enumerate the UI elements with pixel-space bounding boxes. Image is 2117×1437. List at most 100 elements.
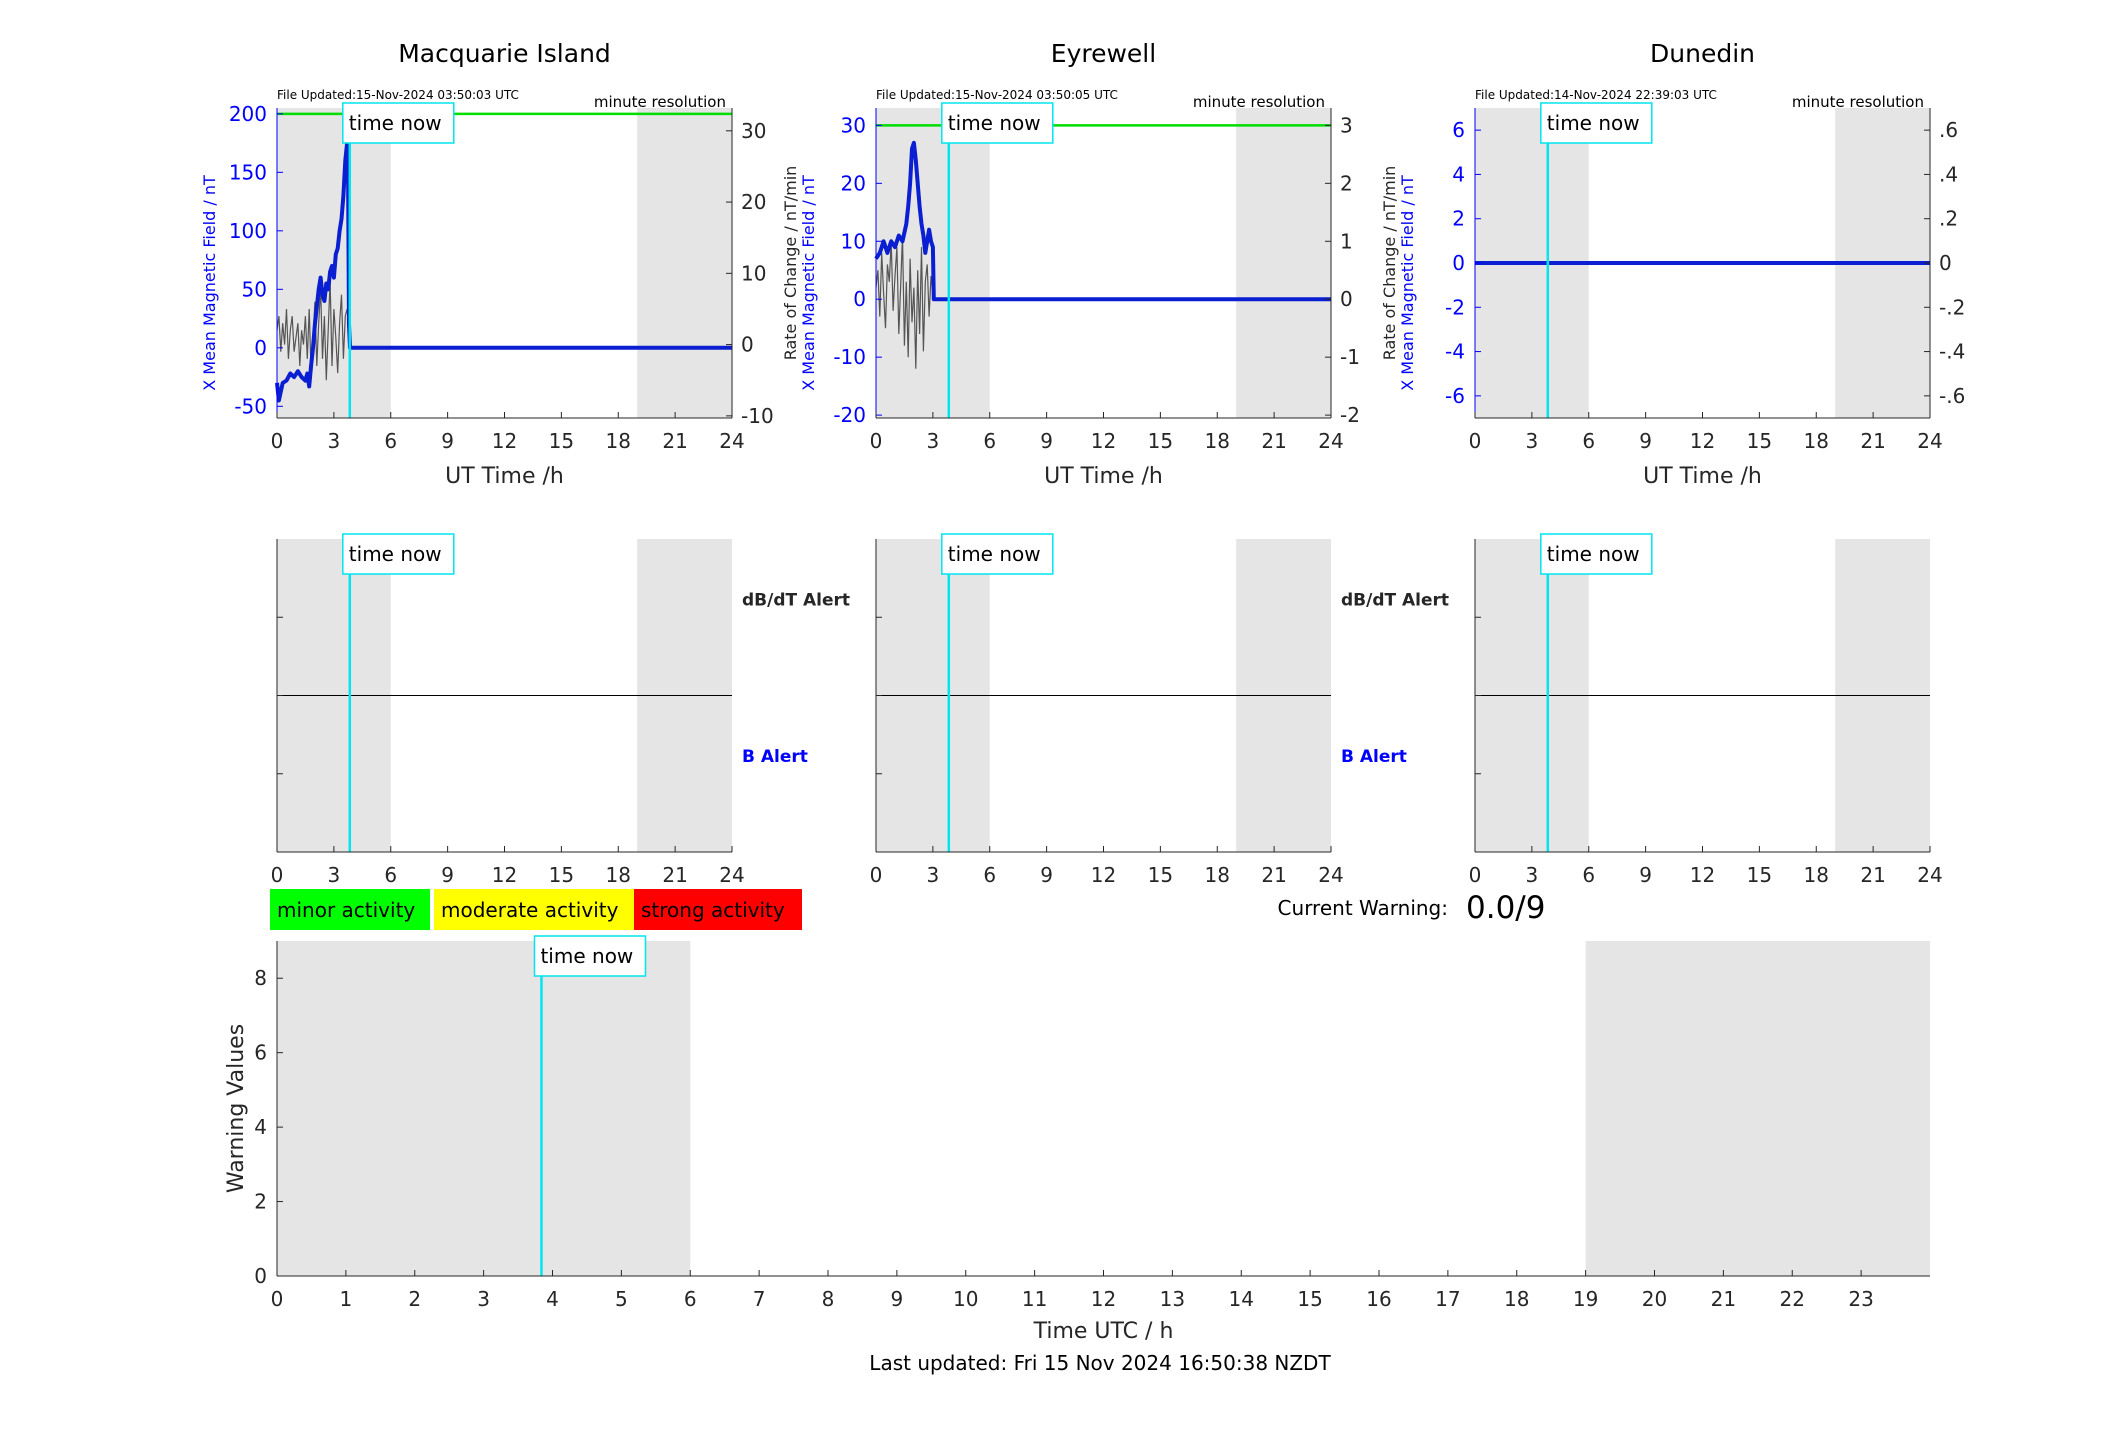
alert-panel-3-x-tick-label: 15 xyxy=(1747,863,1772,887)
warning-panel-x-tick-label: 13 xyxy=(1160,1287,1185,1311)
legend-label-3: strong activity xyxy=(641,898,785,922)
panel-1-night-shading xyxy=(637,108,732,418)
panel-1-y2-tick-label: 10 xyxy=(741,261,766,285)
warning-panel-x-label: Time UTC / h xyxy=(1033,1319,1174,1344)
panel-2-title: Eyrewell xyxy=(1051,39,1156,68)
panel-1-x-tick-label: 18 xyxy=(606,429,631,453)
panel-2-y-tick-label: -20 xyxy=(833,403,866,427)
panel-2-x-tick-label: 24 xyxy=(1318,429,1343,453)
panel-3-x-tick-label: 24 xyxy=(1917,429,1942,453)
panel-3-y2-tick-label: -.4 xyxy=(1939,340,1965,364)
panel-2-x-tick-label: 3 xyxy=(927,429,940,453)
panel-2-y-tick-label: 30 xyxy=(841,113,866,137)
panel-2-y-label: X Mean Magnetic Field / nT xyxy=(799,175,818,391)
current-warning-value: 0.0/9 xyxy=(1466,890,1545,926)
panel-1-file-updated: File Updated:15-Nov-2024 03:50:03 UTC xyxy=(277,88,519,102)
current-warning-label: Current Warning: xyxy=(1278,896,1448,920)
panel-3-y2-tick-label: .4 xyxy=(1939,162,1958,186)
panel-2-y2-tick-label: 1 xyxy=(1340,229,1353,253)
panel-1-y2-tick-label: 30 xyxy=(741,119,766,143)
panel-3-x-tick-label: 18 xyxy=(1804,429,1829,453)
panel-1-x-tick-label: 0 xyxy=(271,429,284,453)
panel-1-time-now-label: time now xyxy=(349,111,442,135)
alert-panel-1-x-tick-label: 24 xyxy=(719,863,744,887)
panel-3-y2-tick-label: .6 xyxy=(1939,118,1958,142)
alert-panel-1-x-tick-label: 9 xyxy=(441,863,454,887)
alert-panel-3-x-tick-label: 9 xyxy=(1639,863,1652,887)
warning-panel-x-tick-label: 16 xyxy=(1366,1287,1391,1311)
panel-2-y2-tick-label: 2 xyxy=(1340,171,1353,195)
panel-2-x-label: UT Time /h xyxy=(1044,464,1163,489)
panel-2-y2-tick-label: 3 xyxy=(1340,113,1353,137)
legend-swatch-1 xyxy=(270,889,430,930)
alert-panel-3-x-tick-label: 24 xyxy=(1917,863,1942,887)
panel-2-x-tick-label: 21 xyxy=(1261,429,1286,453)
warning-panel-x-tick-label: 21 xyxy=(1711,1287,1736,1311)
alert-panel-1-x-tick-label: 21 xyxy=(662,863,687,887)
alert-panel-2-x-tick-label: 21 xyxy=(1261,863,1286,887)
warning-panel-x-tick-label: 23 xyxy=(1848,1287,1873,1311)
panel-1-y2-tick-label: -10 xyxy=(741,404,774,428)
alert-panel-2-time-now-label: time now xyxy=(948,542,1041,566)
warning-panel-y-label: Warning Values xyxy=(224,1024,249,1193)
alert-panel-1-x-tick-label: 6 xyxy=(384,863,397,887)
alert-panel-2-time-now-box xyxy=(941,533,1054,575)
warning-panel-x-tick-label: 3 xyxy=(477,1287,490,1311)
warning-panel-x-tick-label: 15 xyxy=(1297,1287,1322,1311)
warning-panel-y-tick-label: 6 xyxy=(254,1041,267,1065)
panel-1-y2-tick-label: 20 xyxy=(741,190,766,214)
panel-1-time-now-box xyxy=(342,102,455,144)
panel-3-y2-tick-label: .2 xyxy=(1939,207,1958,231)
legend-swatch-2 xyxy=(434,889,634,930)
warning-panel-x-tick-label: 18 xyxy=(1504,1287,1529,1311)
warning-panel-x-tick-label: 17 xyxy=(1435,1287,1460,1311)
alert-panel-1-x-tick-label: 12 xyxy=(492,863,517,887)
panel-1-x-tick-label: 15 xyxy=(549,429,574,453)
panel-2-y2-label: Rate of Change / nT/min xyxy=(781,166,800,361)
panel-3-x-tick-label: 3 xyxy=(1526,429,1539,453)
panel-1-y-tick-label: -50 xyxy=(234,394,267,418)
warning-panel-x-tick-label: 1 xyxy=(340,1287,353,1311)
warning-panel-x-tick-label: 19 xyxy=(1573,1287,1598,1311)
panel-2-x-tick-label: 9 xyxy=(1040,429,1053,453)
warning-panel-x-tick-label: 11 xyxy=(1022,1287,1047,1311)
alert-panel-1-x-tick-label: 18 xyxy=(606,863,631,887)
legend-label-1: minor activity xyxy=(277,898,415,922)
warning-panel-y-tick-label: 4 xyxy=(254,1115,267,1139)
warning-panel-x-tick-label: 7 xyxy=(753,1287,766,1311)
panel-1-y-label: X Mean Magnetic Field / nT xyxy=(200,175,219,391)
warning-panel-time-now-box xyxy=(533,935,647,977)
alert-panel-1-time-now-box xyxy=(342,533,455,575)
warning-panel-x-tick-label: 8 xyxy=(822,1287,835,1311)
warning-panel-x-tick-label: 22 xyxy=(1780,1287,1805,1311)
warning-panel-time-now-label: time now xyxy=(540,944,633,968)
panel-3-time-now-box xyxy=(1540,102,1653,144)
alert-panel-2-x-tick-label: 18 xyxy=(1205,863,1230,887)
panel-3-y-tick-label: 2 xyxy=(1452,207,1465,231)
panel-2-time-now-box xyxy=(941,102,1054,144)
panel-2-x-tick-label: 12 xyxy=(1091,429,1116,453)
warning-panel-x-tick-label: 4 xyxy=(546,1287,559,1311)
panel-1-x-tick-label: 24 xyxy=(719,429,744,453)
panel-1-field-series xyxy=(275,141,732,403)
panel-2-y-tick-label: 20 xyxy=(841,171,866,195)
panel-1-x-tick-label: 12 xyxy=(492,429,517,453)
alert-panel-3-time-now-label: time now xyxy=(1547,542,1640,566)
panel-1-x-tick-label: 21 xyxy=(662,429,687,453)
panel-2-x-tick-label: 0 xyxy=(870,429,883,453)
panel-1-x-tick-label: 6 xyxy=(384,429,397,453)
panel-2-night-shading xyxy=(1236,108,1331,418)
warning-panel-x-tick-label: 10 xyxy=(953,1287,978,1311)
panel-3-y2-tick-label: -.6 xyxy=(1939,384,1965,408)
legend-label-2: moderate activity xyxy=(441,898,619,922)
panel-2-y2-tick-label: -2 xyxy=(1340,403,1360,427)
alert-panel-3-x-tick-label: 18 xyxy=(1804,863,1829,887)
panel-3-x-label: UT Time /h xyxy=(1643,464,1762,489)
alert-panel-3-x-tick-label: 12 xyxy=(1690,863,1715,887)
panel-2-y-tick-label: -10 xyxy=(833,345,866,369)
panel-3-y-tick-label: 6 xyxy=(1452,118,1465,142)
alert-panel-3-x-tick-label: 21 xyxy=(1860,863,1885,887)
warning-panel-x-tick-label: 5 xyxy=(615,1287,628,1311)
panel-3-y-tick-label: 4 xyxy=(1452,162,1465,186)
